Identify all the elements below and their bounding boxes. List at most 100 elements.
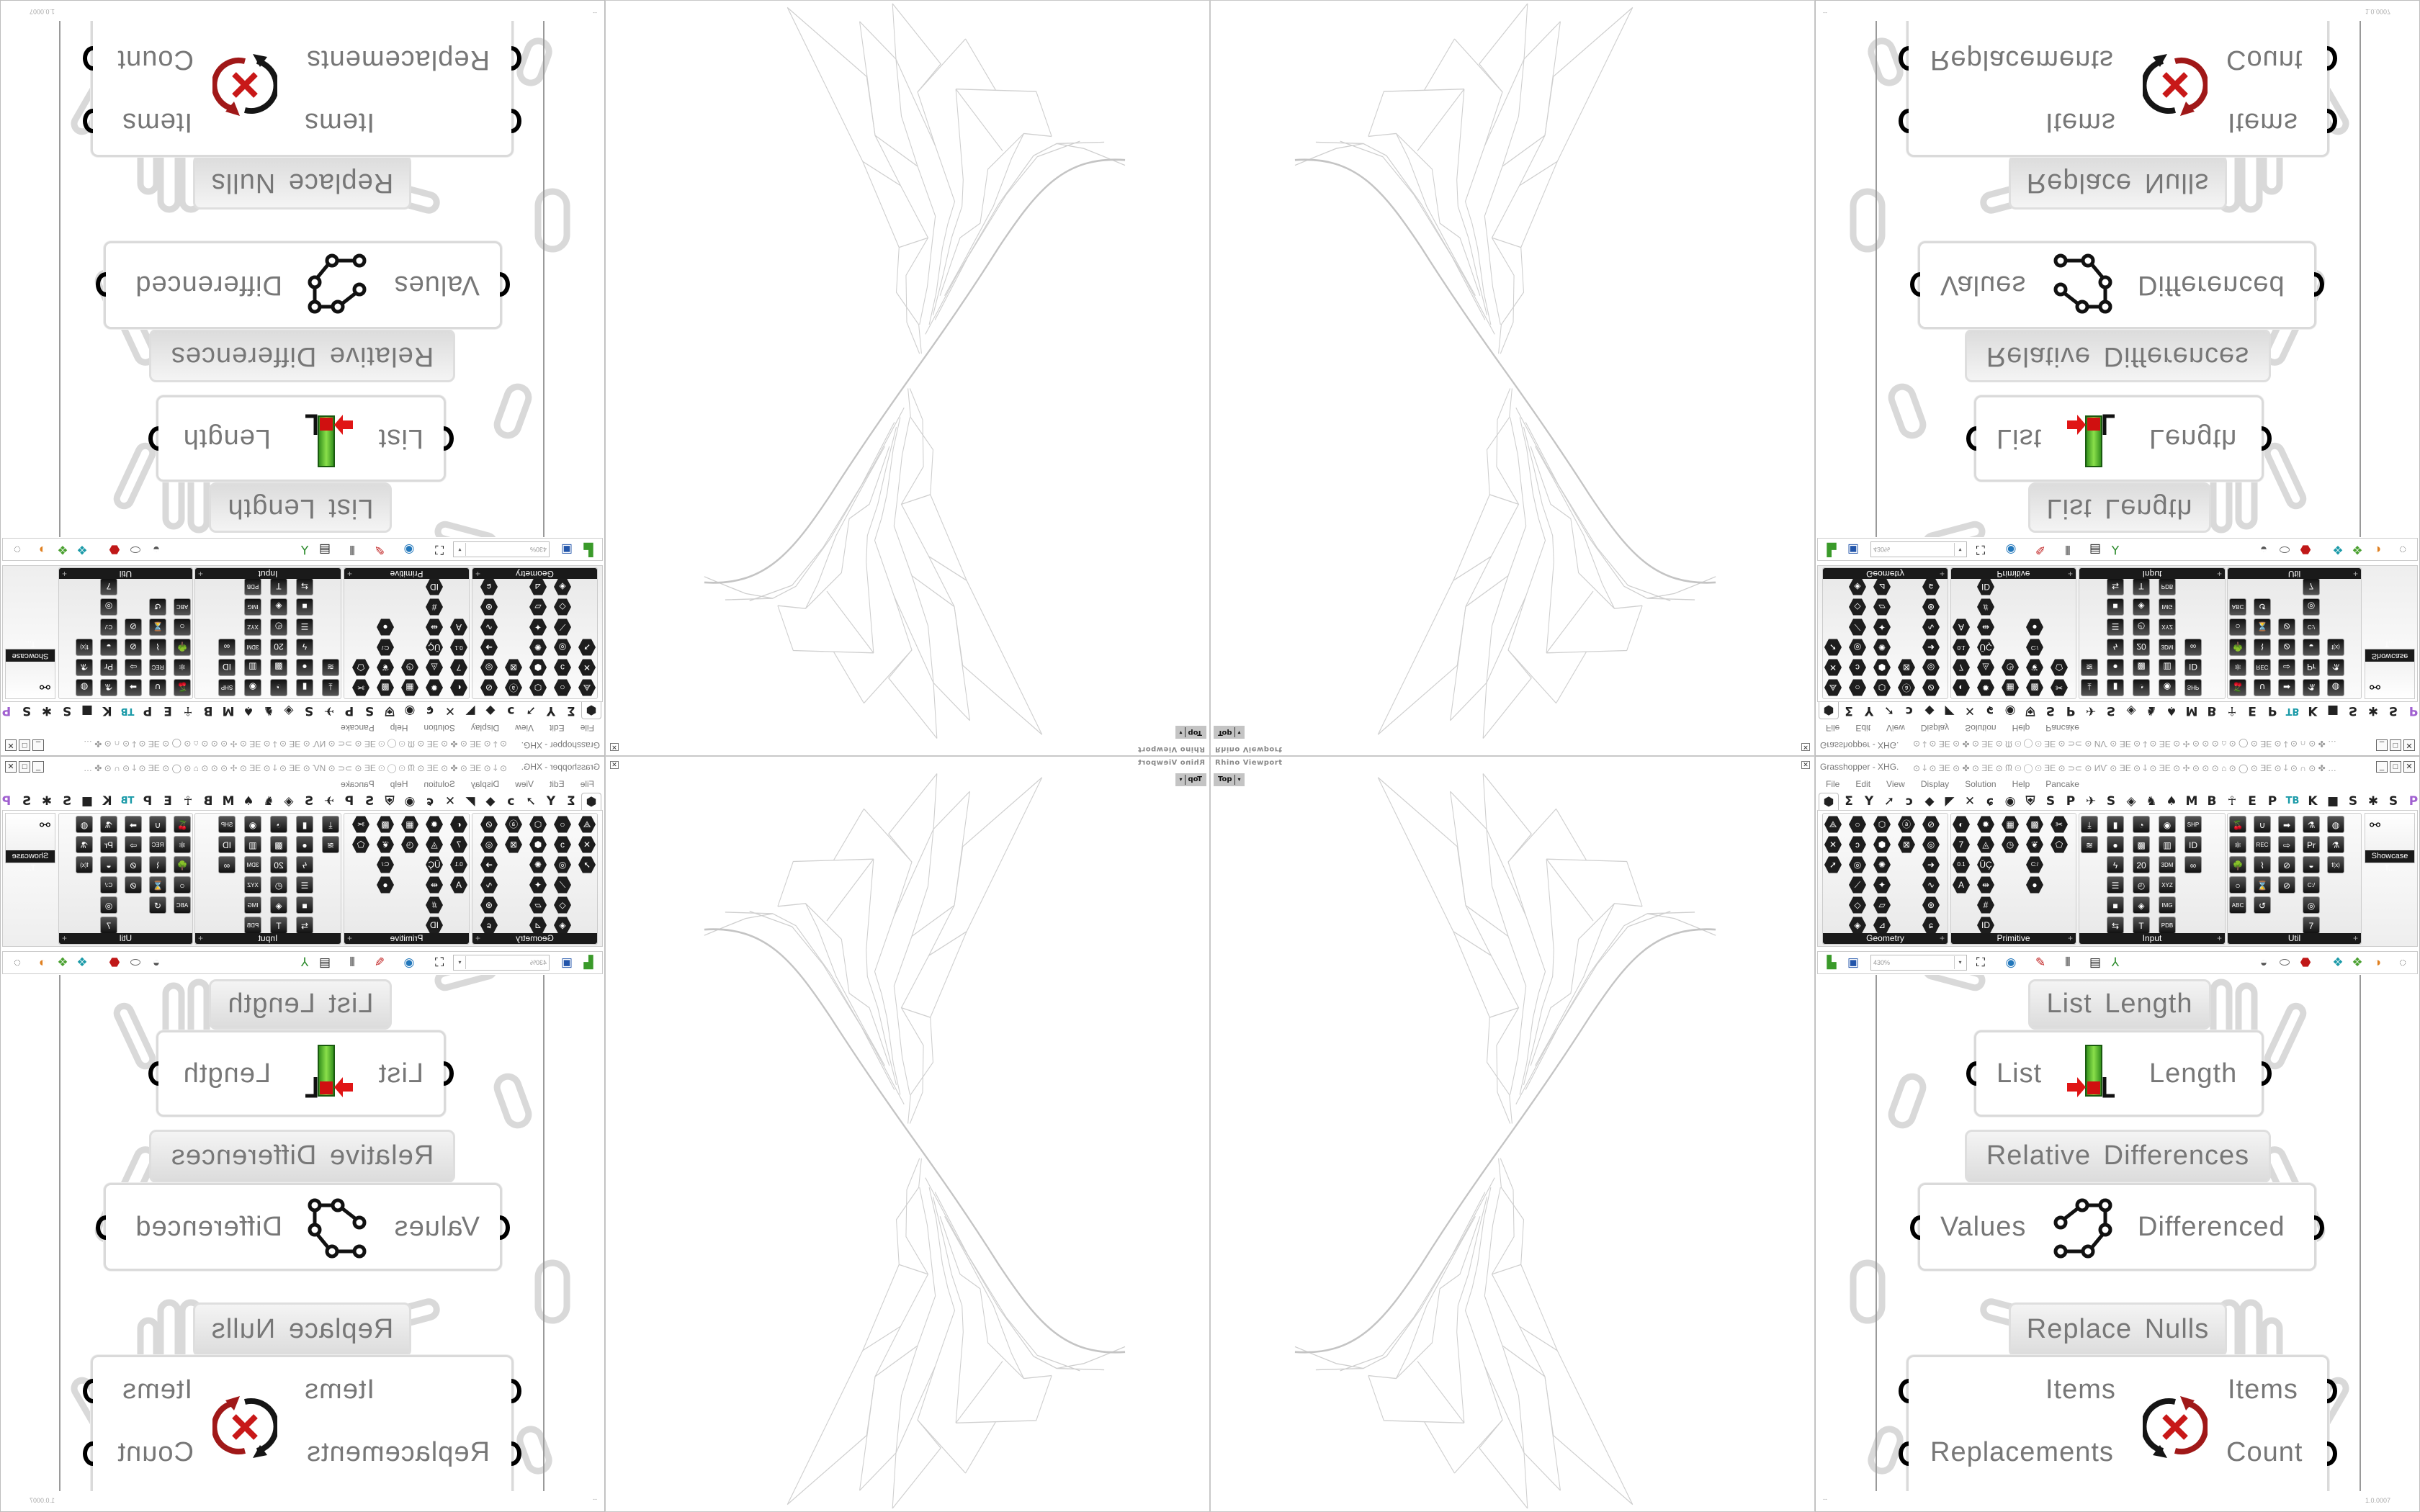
tab-26[interactable]: S: [2348, 703, 2358, 718]
blue-box-icon[interactable]: ■: [81, 794, 94, 809]
selection-icon[interactable]: ◌: [2398, 543, 2407, 557]
geometry-component-icon[interactable]: ○: [1849, 679, 1866, 696]
geometry-component-icon[interactable]: ⬢: [529, 836, 547, 853]
surface-icon[interactable]: ◆: [485, 794, 496, 809]
blue-box-icon[interactable]: ■: [81, 703, 94, 718]
tab-11[interactable]: S: [2045, 794, 2056, 809]
geometry-component-icon[interactable]: ⬢: [1873, 659, 1891, 676]
close-button[interactable]: ✕: [2403, 761, 2415, 773]
geometry-component-icon[interactable]: ⊠: [505, 659, 522, 676]
util-component-icon[interactable]: 🌳: [174, 639, 191, 656]
input-component-icon[interactable]: ϟ: [2107, 639, 2124, 656]
showcase-icon[interactable]: ⚯: [2370, 680, 2381, 694]
shield-plugin-icon[interactable]: ⛨: [385, 703, 395, 718]
primitive-component-icon[interactable]: A: [450, 618, 467, 636]
tab-14[interactable]: S: [2106, 794, 2116, 809]
display-eye-icon[interactable]: ◉: [2004, 794, 2016, 809]
input-component-icon[interactable]: ■: [2107, 896, 2124, 914]
tab-12[interactable]: P: [344, 703, 354, 718]
util-component-icon[interactable]: ○: [2229, 618, 2246, 636]
preview-selected-icon[interactable]: ⬣: [109, 955, 120, 969]
expand-icon[interactable]: +: [1939, 933, 1945, 943]
selection-icon[interactable]: ◌: [13, 543, 22, 557]
output-port-length[interactable]: [2251, 426, 2272, 451]
primitive-component-icon[interactable]: 7: [450, 659, 467, 676]
util-component-icon[interactable]: ⚗: [76, 836, 93, 853]
geometry-component-icon[interactable]: ∿: [1922, 618, 1940, 636]
input-component-icon[interactable]: XYZ: [2159, 876, 2176, 894]
input-component-icon[interactable]: ⤓: [2081, 679, 2098, 696]
output-port-length[interactable]: [148, 426, 169, 451]
geometry-component-icon[interactable]: ✺: [529, 856, 547, 873]
util-component-icon[interactable]: ⚗: [100, 679, 117, 696]
primitive-component-icon[interactable]: ◐: [450, 816, 467, 833]
rhino-viewport[interactable]: Rhino Viewport Top ▾ ✕: [1210, 756, 1815, 1512]
util-component-icon[interactable]: ◍: [2327, 679, 2344, 696]
minimize-button[interactable]: _: [32, 761, 44, 773]
zoom-level-combo[interactable]: 430% ▾: [1870, 541, 1967, 557]
input-component-icon[interactable]: ▩: [2133, 836, 2150, 853]
geometry-component-icon[interactable]: ⓐ: [1898, 679, 1915, 696]
util-component-icon[interactable]: 🍒: [2229, 679, 2246, 696]
grasshopper-green-icon[interactable]: ✱: [2367, 703, 2379, 718]
input-component-icon[interactable]: T: [2133, 578, 2150, 595]
menu-view[interactable]: View: [515, 723, 534, 733]
figure-icon[interactable]: ☥: [183, 794, 193, 809]
input-port-replacements[interactable]: [501, 46, 521, 71]
panel-label[interactable]: Geometry +: [472, 568, 597, 579]
menu-file[interactable]: File: [1826, 779, 1840, 789]
primitive-component-icon[interactable]: ID: [1977, 578, 1994, 595]
geometry-component-icon[interactable]: ⬡: [529, 816, 547, 833]
vector-arrow-icon[interactable]: ➚: [525, 703, 537, 718]
geometry-component-icon[interactable]: ✦: [1873, 876, 1891, 894]
geometry-component-icon[interactable]: ⬡: [1873, 679, 1891, 696]
tab-28[interactable]: S: [2388, 794, 2398, 809]
open-file-icon[interactable]: ▙: [1827, 955, 1837, 969]
input-component-icon[interactable]: ◔: [2133, 816, 2150, 833]
util-component-icon[interactable]: C:/: [100, 876, 117, 894]
input-component-icon[interactable]: ◴: [2133, 876, 2150, 894]
minimize-button[interactable]: _: [2376, 761, 2388, 773]
util-component-icon[interactable]: ⌇: [2254, 856, 2271, 873]
geometry-component-icon[interactable]: ◎: [1849, 639, 1866, 656]
tab-21[interactable]: E: [163, 794, 172, 809]
util-component-icon[interactable]: ↺: [2254, 598, 2271, 616]
menu-edit[interactable]: Edit: [549, 779, 565, 789]
input-port-list[interactable]: [1966, 1061, 1976, 1086]
sketch-pen-icon[interactable]: ✎: [374, 543, 385, 557]
util-component-icon[interactable]: ⚗: [76, 659, 93, 676]
input-component-icon[interactable]: IMG: [2159, 896, 2176, 914]
list-length-component[interactable]: List Length: [1966, 1030, 2272, 1117]
geometry-component-icon[interactable]: ⊠: [1898, 836, 1915, 853]
primitive-component-icon[interactable]: ✂: [352, 816, 369, 833]
input-component-icon[interactable]: ●: [296, 836, 313, 853]
relative-differences-component[interactable]: Values Differenced: [1910, 1183, 2324, 1271]
input-component-icon[interactable]: ■: [2107, 598, 2124, 616]
util-component-icon[interactable]: ➡: [125, 816, 142, 833]
util-component-icon[interactable]: ◎: [100, 896, 117, 914]
geometry-component-icon[interactable]: ∿: [480, 876, 498, 894]
showcase-icon[interactable]: ⚯: [39, 680, 50, 694]
surface-icon[interactable]: ◆: [1924, 703, 1935, 718]
input-component-icon[interactable]: ◉: [2159, 679, 2176, 696]
horse-icon[interactable]: ♞: [263, 703, 274, 718]
expand-icon[interactable]: +: [62, 933, 68, 943]
expand-icon[interactable]: +: [347, 569, 353, 579]
figure-icon[interactable]: ☥: [2227, 794, 2237, 809]
util-component-icon[interactable]: ABC: [2229, 896, 2246, 914]
output-port-length[interactable]: [148, 1061, 169, 1086]
primitive-component-icon[interactable]: ⬠: [352, 659, 369, 676]
util-component-icon[interactable]: ◎: [2303, 598, 2320, 616]
menu-pancake[interactable]: Pancake: [2045, 723, 2079, 733]
geometry-component-icon[interactable]: ◇: [1849, 896, 1866, 914]
tab-24[interactable]: K: [2308, 794, 2318, 809]
util-component-icon[interactable]: ABC: [174, 896, 191, 914]
tab-12[interactable]: P: [2066, 703, 2076, 718]
primitive-component-icon[interactable]: ⇹: [1977, 618, 1994, 636]
geometry-component-icon[interactable]: ⟋: [554, 618, 571, 636]
input-component-icon[interactable]: ▮: [2107, 679, 2124, 696]
util-component-icon[interactable]: ⌇: [149, 639, 166, 656]
geometry-component-icon[interactable]: ⊘: [1922, 679, 1940, 696]
maximize-button[interactable]: □: [19, 739, 30, 751]
primitive-component-icon[interactable]: ⇹: [426, 876, 443, 894]
